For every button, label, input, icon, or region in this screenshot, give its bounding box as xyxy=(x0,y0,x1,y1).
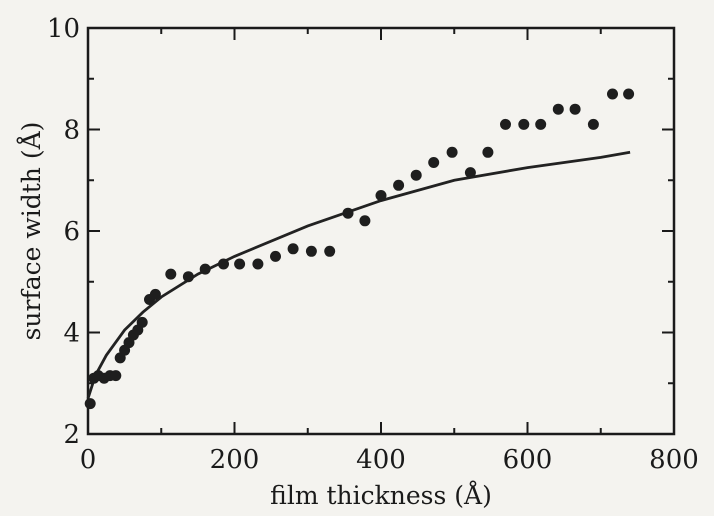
data-point xyxy=(623,88,635,100)
data-point xyxy=(535,118,547,130)
data-point xyxy=(410,169,422,181)
data-point xyxy=(199,263,211,275)
y-tick-label: 8 xyxy=(63,116,80,146)
x-tick-label: 800 xyxy=(649,445,699,475)
plot-frame xyxy=(86,26,676,436)
data-point xyxy=(136,316,148,328)
fit-curve xyxy=(86,150,631,399)
data-point xyxy=(149,288,161,300)
data-point xyxy=(324,245,336,257)
data-point xyxy=(446,146,458,158)
data-point xyxy=(482,146,494,158)
data-point xyxy=(234,258,246,270)
data-point xyxy=(518,118,530,130)
data-point xyxy=(393,179,405,191)
tick-labels: 0 200 400 600 800 2 4 6 8 10 xyxy=(47,14,699,475)
data-point xyxy=(182,271,194,283)
x-tick-label: 200 xyxy=(210,445,260,475)
data-point xyxy=(500,118,511,130)
data-point xyxy=(84,398,96,410)
data-point xyxy=(305,245,317,257)
data-point xyxy=(110,370,122,382)
data-point xyxy=(552,103,564,115)
data-point xyxy=(359,215,371,227)
data-point xyxy=(270,250,281,262)
y-tick-label: 4 xyxy=(63,319,80,349)
data-point xyxy=(587,118,599,130)
data-point xyxy=(428,157,440,168)
y-tick-label: 2 xyxy=(63,420,80,450)
data-point xyxy=(252,258,264,270)
data-point xyxy=(375,190,387,201)
data-point xyxy=(165,268,177,280)
data-point xyxy=(218,258,229,270)
y-axis-title: surface width (Å) xyxy=(16,122,46,341)
data-point xyxy=(569,103,581,115)
x-tick-label: 600 xyxy=(503,445,553,475)
x-axis-title: film thickness (Å) xyxy=(270,480,492,510)
data-points xyxy=(84,88,635,410)
data-point xyxy=(464,167,476,179)
axis-ticks xyxy=(87,27,675,435)
data-point xyxy=(607,88,618,100)
y-tick-label: 10 xyxy=(47,14,80,44)
y-tick-label: 6 xyxy=(63,217,80,247)
data-point xyxy=(287,243,299,255)
x-tick-label: 400 xyxy=(356,445,406,475)
data-point xyxy=(342,207,354,219)
x-tick-label: 0 xyxy=(80,445,97,475)
